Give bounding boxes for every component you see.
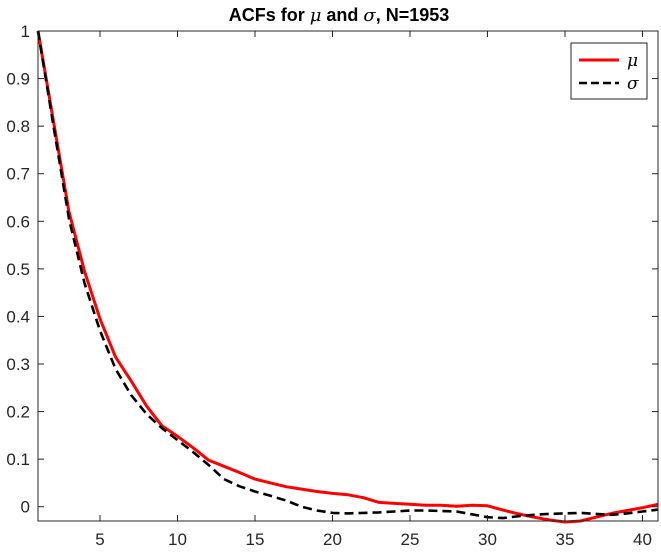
axes: 5 10 15 20 25 30 35 40 0 0.1 0.2 0.3 0.4 0.5 0.6 0.7 0.8… [6,22,659,549]
y-tick-label: 0.1 [6,450,30,469]
title-part-2: and [321,5,363,25]
x-tick-label: 25 [401,530,420,549]
y-tick-label: 0.4 [6,307,30,326]
x-tick-label: 35 [556,530,575,549]
y-tick-label: 0.6 [6,212,30,231]
x-tick-label: 10 [168,530,187,549]
y-tick-label: 0.7 [6,165,30,184]
x-tick-label: 5 [95,530,104,549]
y-tick-label: 0.3 [6,355,30,374]
legend: μσ [570,42,648,100]
title-symbol-sigma: σ [363,5,376,26]
title-symbol-mu: μ [310,5,322,26]
y-tick-label: 0.5 [6,260,30,279]
series-line-2 [36,30,659,520]
x-tick-label: 30 [478,530,497,549]
series-line-1 [36,30,659,524]
y-tick-label: 0.8 [6,117,30,136]
plot-area [36,30,659,524]
x-tick-label: 15 [246,530,265,549]
axes-box [37,30,659,522]
chart-title: ACFs for μ and σ, N=1953 [229,5,450,26]
y-tick-label: 0.9 [6,70,30,89]
y-tick-label: 0 [21,498,30,517]
y-tick-label: 1 [21,22,30,41]
legend-box [570,42,648,100]
x-tick-label: 20 [323,530,342,549]
title-part-3: , N=1953 [376,5,450,25]
y-tick-label: 0.2 [6,403,30,422]
legend-label-2: σ [627,74,639,94]
title-part-1: ACFs for [229,5,310,25]
x-tick-label: 40 [633,530,652,549]
legend-label-1: μ [627,51,638,71]
